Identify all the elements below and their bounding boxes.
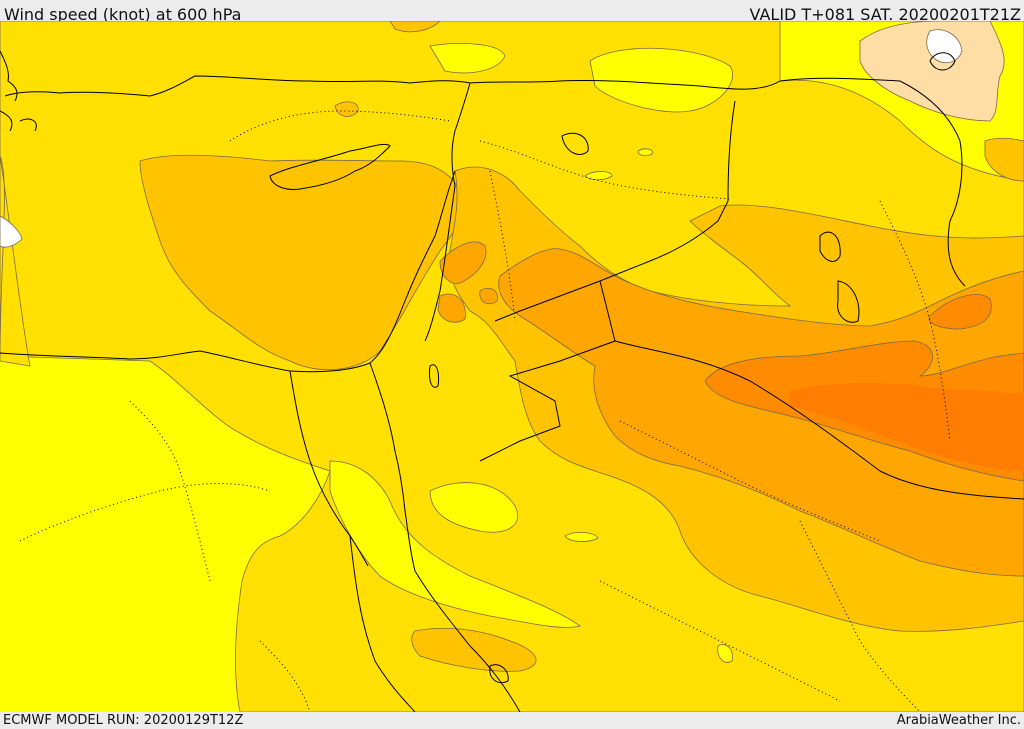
wind-band-3-ne bbox=[984, 137, 1024, 182]
header-bar: Wind speed (knot) at 600 hPa VALID T+081… bbox=[0, 0, 1024, 21]
wind-band-5-east bbox=[928, 294, 992, 330]
wind-band-4-coast bbox=[439, 241, 487, 284]
wind-band-6-core bbox=[790, 382, 1024, 471]
wind-band-light-ne bbox=[859, 21, 1005, 122]
wind-band-1-dot-a bbox=[584, 171, 613, 181]
wind-speed-map bbox=[0, 21, 1024, 712]
coastlines bbox=[0, 50, 1024, 712]
wind-band-1-dot-e bbox=[637, 148, 653, 157]
wind-band-calm-west bbox=[0, 215, 23, 248]
dotted-boundaries bbox=[19, 110, 951, 712]
wind-band-3-levant bbox=[139, 154, 464, 371]
footer-bar: ECMWF MODEL RUN: 20200129T12Z ArabiaWeat… bbox=[0, 712, 1024, 729]
model-run: ECMWF MODEL RUN: 20200129T12Z bbox=[3, 713, 244, 728]
valid-time: VALID T+081 SAT. 20200201T21Z bbox=[749, 5, 1021, 21]
wind-band-4-dot bbox=[479, 287, 498, 305]
wind-band-1-dot-c bbox=[717, 644, 733, 663]
wind-band-1-hejaz bbox=[429, 482, 518, 533]
wind-band-1-aqaba bbox=[329, 460, 581, 628]
wind-band-3-top bbox=[389, 21, 441, 33]
wind-band-4-west bbox=[437, 293, 466, 323]
wind-band-4-main bbox=[498, 248, 1024, 577]
wind-band-3-small bbox=[334, 101, 359, 117]
provider-credit: ArabiaWeather Inc. bbox=[896, 713, 1021, 728]
map-title: Wind speed (knot) at 600 hPa bbox=[4, 5, 242, 21]
wind-band-1-dot-b bbox=[564, 532, 599, 542]
wind-band-1-upper bbox=[589, 47, 733, 113]
wind-band-1-top bbox=[429, 43, 506, 74]
